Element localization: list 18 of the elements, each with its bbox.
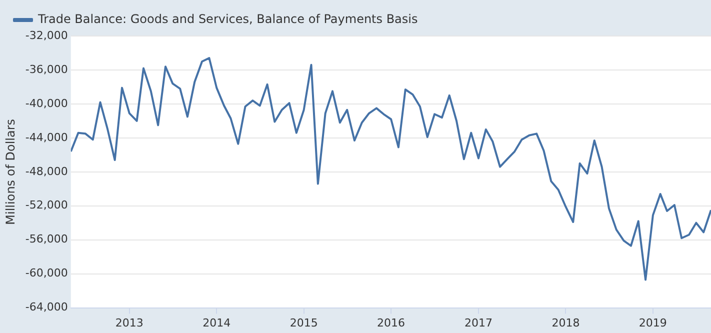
y-tick-label: -56,000 (25, 232, 68, 246)
y-tick-label: -64,000 (25, 300, 68, 314)
y-tick-label: -52,000 (25, 198, 68, 212)
x-tick-label: 2017 (464, 316, 493, 330)
y-tick-label: -32,000 (25, 28, 68, 42)
y-tick-label: -44,000 (25, 130, 68, 144)
legend-label: Trade Balance: Goods and Services, Balance of Payments Basis (37, 12, 418, 26)
x-tick-label: 2015 (290, 316, 318, 330)
x-tick-label: 2016 (377, 316, 406, 330)
x-tick-label: 2014 (202, 316, 231, 330)
x-tick-label: 2018 (552, 316, 580, 330)
x-tick-label: 2013 (115, 316, 144, 330)
y-tick-label: -36,000 (25, 62, 68, 76)
x-tick-label: 2019 (638, 316, 667, 330)
y-tick-label: -48,000 (25, 164, 68, 178)
y-tick-label: -60,000 (25, 266, 68, 280)
y-axis-title: Millions of Dollars (3, 118, 18, 225)
y-tick-label: -40,000 (25, 96, 68, 110)
